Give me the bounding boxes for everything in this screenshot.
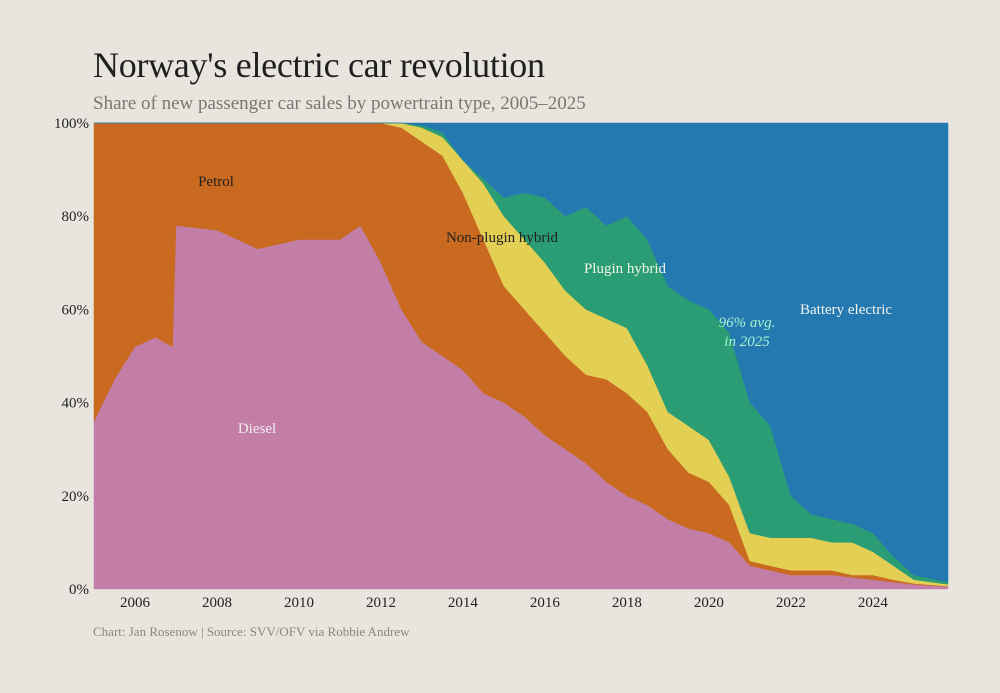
x-tick-label: 2006 [120, 595, 151, 611]
y-tick-label: 20% [62, 489, 90, 505]
series-label-plugin-hybrid: Plugin hybrid [584, 261, 667, 277]
area-battery-electric [94, 122, 949, 583]
x-tick-label: 2020 [694, 595, 724, 611]
x-tick-label: 2018 [612, 595, 642, 611]
series-label-non-plugin-hybrid: Non-plugin hybrid [446, 230, 559, 246]
x-tick-label: 2024 [858, 595, 889, 611]
x-tick-label: 2014 [448, 595, 479, 611]
annotation-line-2: in 2025 [724, 334, 770, 350]
x-tick-label: 2008 [202, 595, 232, 611]
y-tick-label: 80% [62, 209, 90, 225]
y-tick-label: 40% [62, 396, 90, 412]
chart-subtitle: Share of new passenger car sales by powe… [93, 93, 586, 114]
series-label-diesel: Diesel [238, 421, 276, 437]
x-tick-label: 2016 [530, 595, 561, 611]
x-tick-label: 2012 [366, 595, 396, 611]
series-label-petrol: Petrol [198, 174, 234, 190]
y-tick-label: 100% [54, 116, 89, 132]
chart-title: Norway's electric car revolution [93, 45, 545, 85]
x-tick-label: 2022 [776, 595, 806, 611]
series-label-battery-electric: Battery electric [800, 302, 892, 318]
y-tick-label: 60% [62, 302, 90, 318]
annotation-line-1: 96% avg. [719, 315, 776, 331]
y-tick-label: 0% [69, 582, 89, 598]
chart-source: Chart: Jan Rosenow | Source: SVV/OFV via… [93, 624, 410, 639]
x-tick-label: 2010 [284, 595, 314, 611]
